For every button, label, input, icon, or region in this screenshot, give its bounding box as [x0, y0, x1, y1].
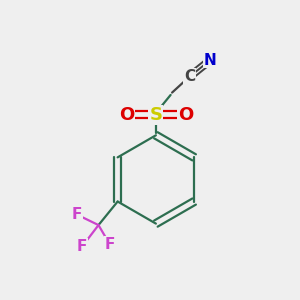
Text: C: C — [184, 69, 195, 84]
Text: O: O — [178, 106, 193, 124]
Text: F: F — [77, 239, 88, 254]
Text: O: O — [119, 106, 134, 124]
Text: S: S — [149, 106, 162, 124]
Text: N: N — [204, 53, 217, 68]
Text: F: F — [72, 207, 83, 222]
Text: F: F — [104, 237, 115, 252]
